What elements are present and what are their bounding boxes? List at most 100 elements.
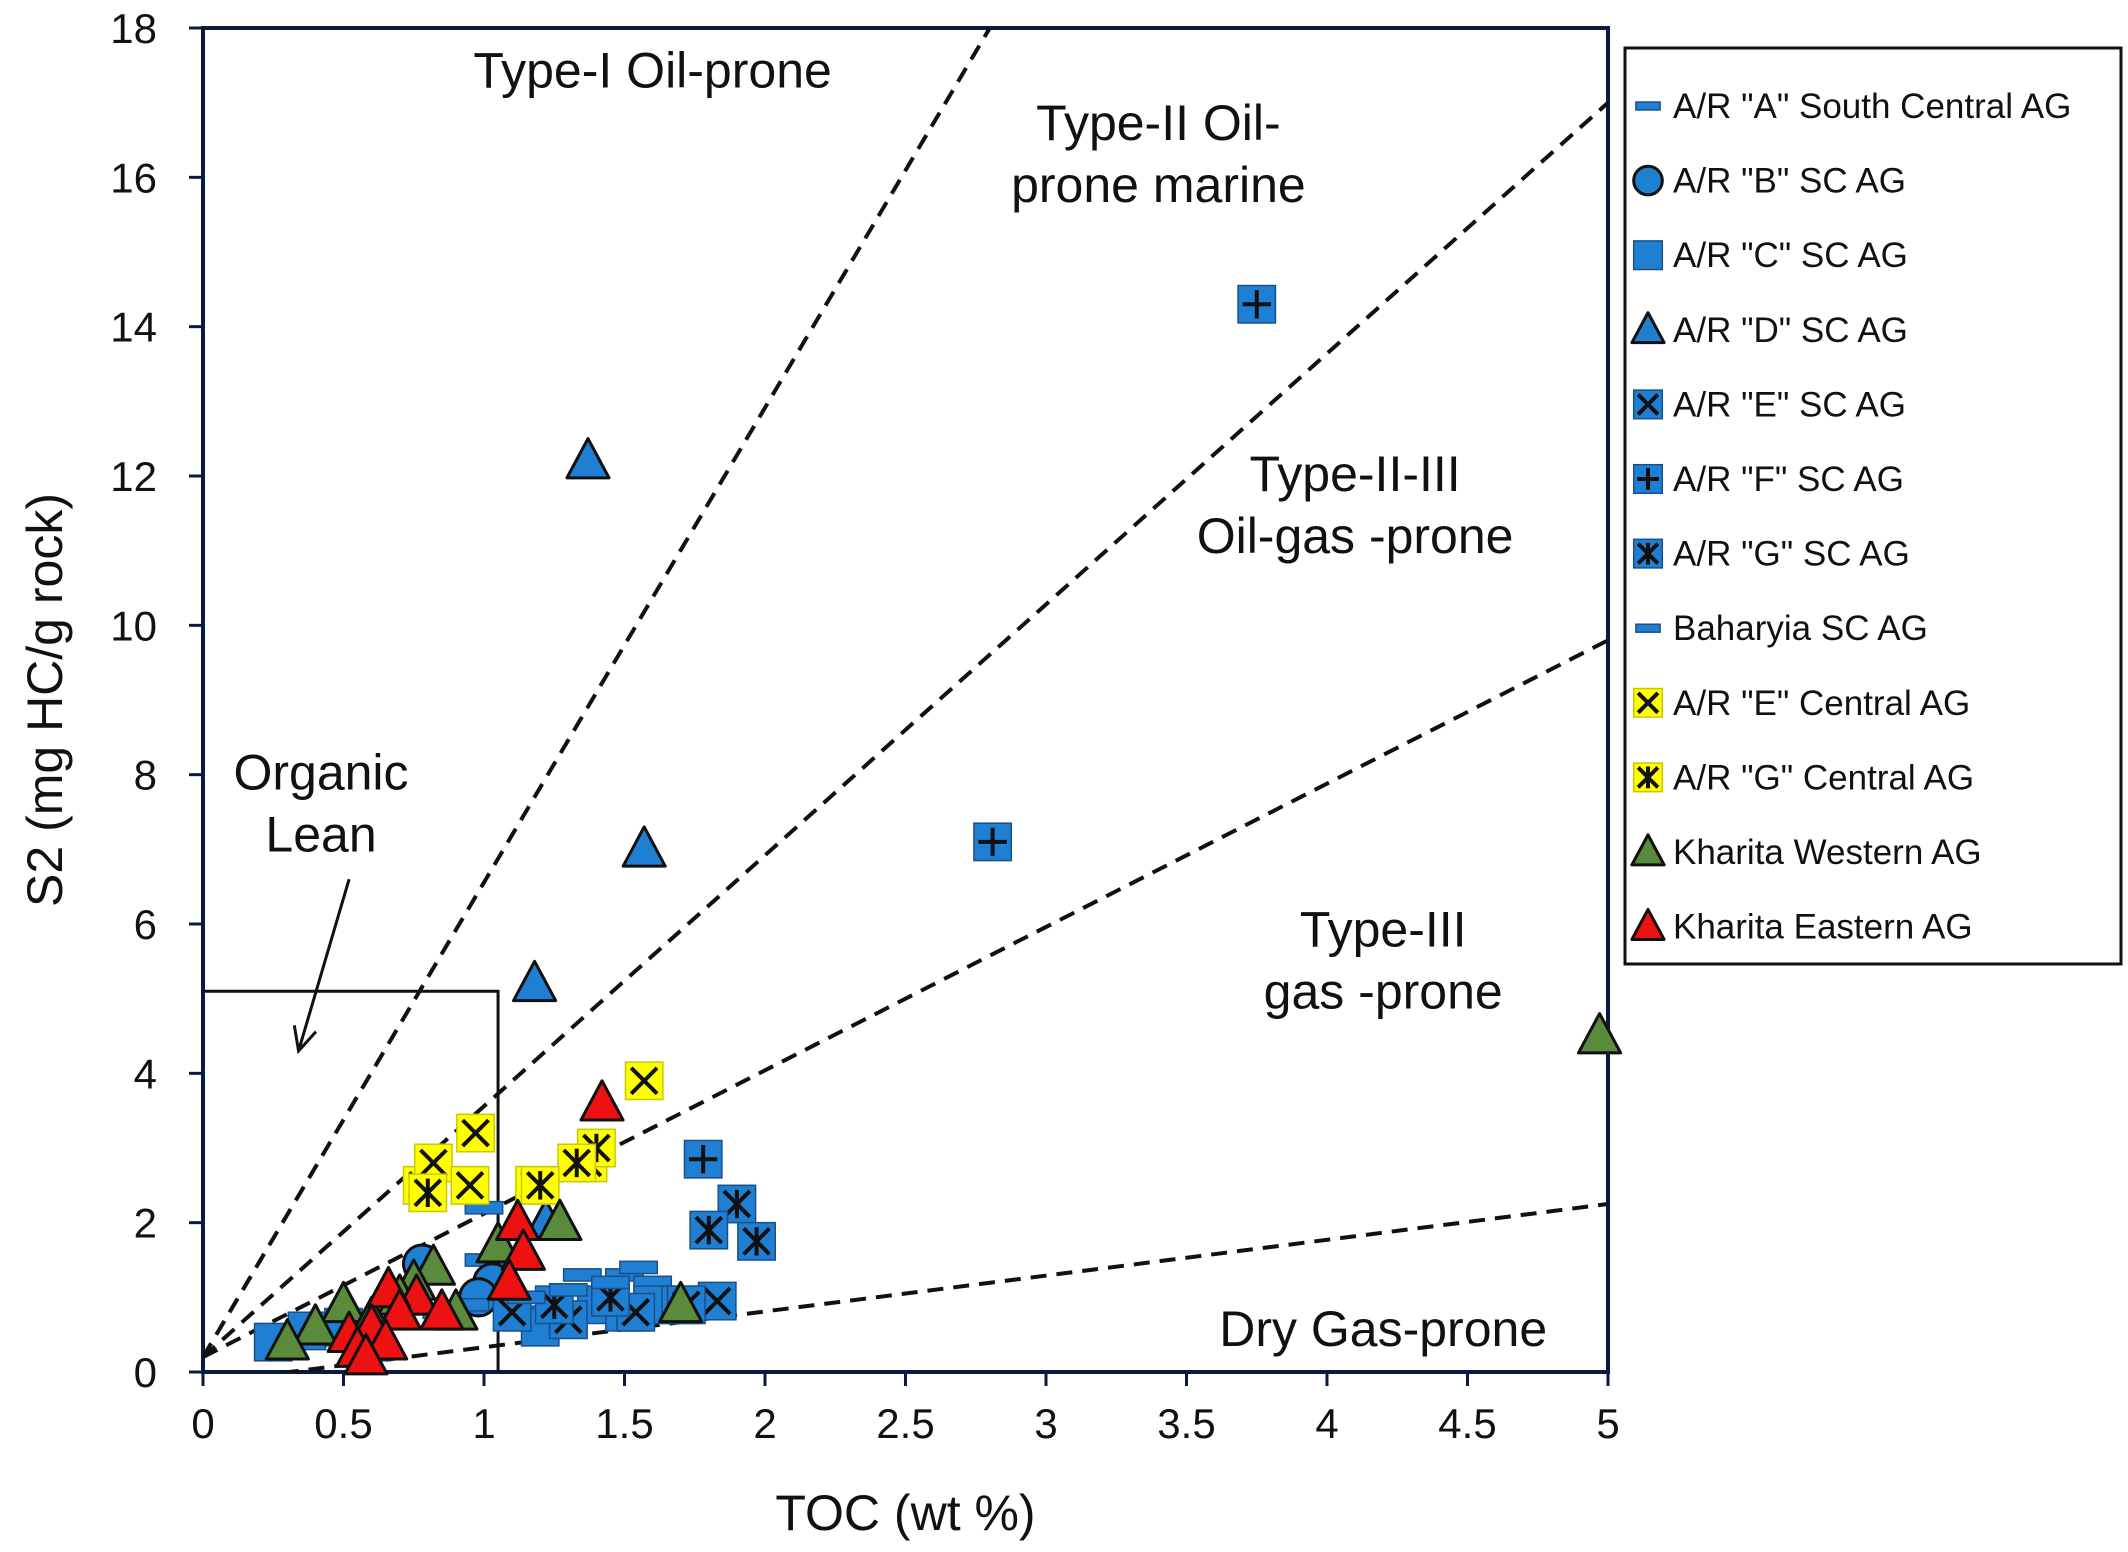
- data-series: [534, 1184, 777, 1325]
- marker-shape: [1630, 833, 1666, 867]
- legend-label: A/R "G" Central AG: [1673, 758, 1974, 797]
- region-label: Type-I Oil-prone: [473, 43, 831, 99]
- legend-marker: [1630, 311, 1666, 345]
- marker-shape: [565, 437, 611, 480]
- marker-shape: [591, 1275, 630, 1290]
- marker-shape: [1635, 623, 1661, 633]
- legend-item: A/R "A" South Central AG: [1635, 87, 2071, 126]
- y-tick-label: 14: [110, 304, 157, 351]
- legend-marker: [1632, 389, 1664, 420]
- region-label-line: Lean: [265, 807, 376, 863]
- legend-label: A/R "D" SC AG: [1673, 311, 1908, 350]
- y-axis-label: S2 (mg HC/g rock): [17, 493, 73, 907]
- data-point: [619, 1260, 658, 1275]
- marker-shape: [512, 959, 558, 1003]
- region-label-line: Type-II Oil-: [1036, 95, 1280, 151]
- legend-marker: [1632, 463, 1664, 495]
- legend-marker: [1632, 762, 1664, 793]
- data-point: [408, 1173, 448, 1213]
- legend-box: [1623, 46, 2123, 966]
- data-point: [537, 1198, 583, 1241]
- data-series: [408, 1128, 616, 1213]
- y-tick-label: 8: [134, 752, 157, 799]
- marker-shape: [537, 1198, 583, 1241]
- marker-shape: [1632, 164, 1664, 197]
- region-label-line: Type-II-III: [1250, 446, 1461, 502]
- data-series: [326, 1079, 625, 1376]
- legend: A/R "A" South Central AG A/R "B" SC AG A/R…: [1623, 46, 2123, 966]
- legend-label: A/R "C" SC AG: [1673, 236, 1908, 275]
- marker-shape: [579, 1079, 625, 1122]
- legend-item: Kharita Eastern AG: [1630, 907, 1973, 947]
- legend-item: A/R "E" Central AG: [1632, 684, 1970, 723]
- marker-shape: [292, 1303, 338, 1346]
- legend-marker: [1635, 101, 1661, 111]
- region-label-line: Type-I Oil-prone: [473, 43, 831, 99]
- marker-shape: [1630, 907, 1666, 941]
- kerogen-boundary-line: [273, 1202, 1608, 1372]
- legend-label: A/R "E" SC AG: [1673, 385, 1906, 424]
- data-point: [548, 1282, 588, 1297]
- marker-shape: [1635, 101, 1661, 111]
- x-axis-label: TOC (wt %): [775, 1485, 1035, 1541]
- kerogen-boundary-line: [203, 28, 992, 1359]
- y-tick-label: 10: [110, 602, 157, 649]
- legend-label: A/R "G" SC AG: [1673, 535, 1910, 574]
- x-tick-label: 2: [753, 1400, 776, 1447]
- marker-shape: [1576, 1012, 1623, 1055]
- data-point: [500, 1228, 546, 1271]
- y-tick-label: 18: [110, 5, 157, 52]
- data-point: [621, 825, 667, 868]
- marker-shape: [619, 1260, 658, 1275]
- x-tick-label: 5: [1596, 1400, 1619, 1447]
- legend-item: A/R "D" SC AG: [1630, 311, 1908, 350]
- data-point: [292, 1303, 338, 1346]
- marker-glyph: [1636, 691, 1660, 715]
- data-point: [658, 1280, 704, 1324]
- data-point: [579, 1079, 625, 1122]
- legend-marker: [1632, 687, 1664, 718]
- legend-marker: [1632, 240, 1664, 271]
- marker-shape: [658, 1280, 704, 1324]
- marker-shape: [419, 1288, 465, 1331]
- legend-label: Kharita Eastern AG: [1673, 908, 1973, 947]
- legend-label: Baharyia SC AG: [1673, 609, 1928, 648]
- y-tick-label: 2: [134, 1200, 157, 1247]
- x-tick-label: 3.5: [1157, 1400, 1215, 1447]
- marker-shape: [1630, 311, 1666, 345]
- marker-glyph: [455, 1170, 485, 1200]
- marker-shape: [377, 1288, 423, 1331]
- data-point: [565, 437, 611, 480]
- legend-item: Baharyia SC AG: [1635, 609, 1928, 648]
- data-series: [683, 284, 1277, 1179]
- marker-glyph: [702, 1286, 732, 1316]
- data-point: [475, 1221, 521, 1264]
- x-tick-label: 2.5: [876, 1400, 934, 1447]
- data-point: [419, 1288, 465, 1331]
- region-label: Type-II Oil-prone marine: [1011, 95, 1306, 213]
- y-tick-label: 12: [110, 453, 157, 500]
- region-label: Dry Gas-prone: [1219, 1301, 1547, 1357]
- legend-item: A/R "G" SC AG: [1632, 535, 1910, 574]
- marker-shape: [621, 825, 667, 868]
- region-label-line: prone marine: [1011, 157, 1306, 213]
- legend-marker: [1630, 833, 1666, 867]
- region-label: Type-III gas -prone: [1264, 901, 1503, 1019]
- legend-item: A/R "E" SC AG: [1632, 385, 1906, 424]
- legend-label: A/R "F" SC AG: [1673, 460, 1904, 499]
- region-label: Type-II-III Oil-gas -prone: [1197, 446, 1514, 564]
- data-point: [343, 1333, 389, 1376]
- kerogen-boundary-line: [203, 638, 1608, 1359]
- x-tick-label: 3: [1034, 1400, 1057, 1447]
- data-point: [320, 1280, 367, 1324]
- data-point: [624, 1061, 664, 1101]
- y-tick-label: 16: [110, 154, 157, 201]
- data-point: [689, 1210, 729, 1250]
- region-label: Organic Lean: [233, 745, 408, 863]
- marker-shape: [548, 1282, 588, 1297]
- organic-lean-arrowhead: [292, 1025, 318, 1055]
- data-point: [486, 1258, 532, 1301]
- legend-item: A/R "F" SC AG: [1632, 460, 1904, 499]
- legend-marker: [1630, 907, 1666, 941]
